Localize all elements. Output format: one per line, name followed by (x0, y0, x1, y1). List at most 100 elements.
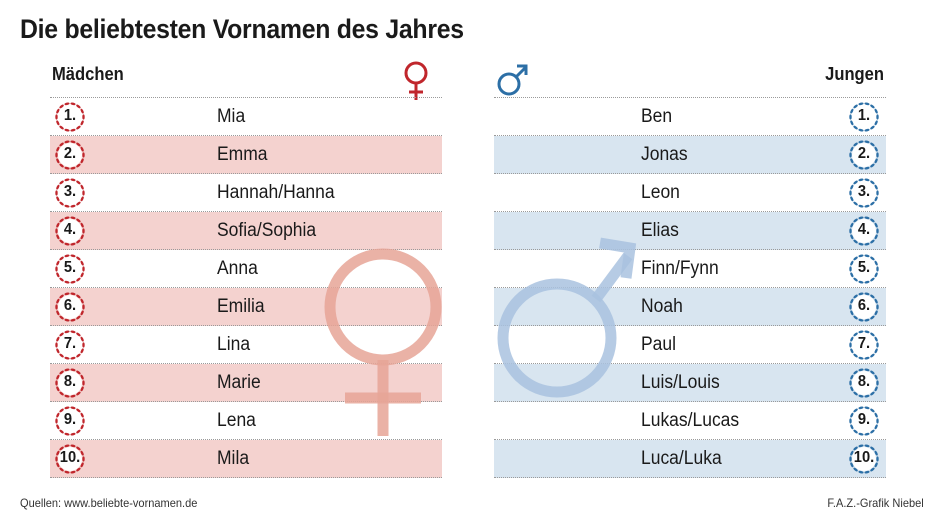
laurel-wreath-icon (849, 292, 879, 322)
table-row: 7. Lina (50, 326, 442, 364)
boy-name: Luis/Louis (641, 372, 720, 393)
laurel-wreath-icon (55, 254, 85, 284)
table-row: 2. Emma (50, 136, 442, 174)
table-row: 1. Mia (50, 98, 442, 136)
rank-label: 7. (63, 335, 77, 352)
rank-badge: 7. (847, 328, 881, 362)
rank-label: 5. (857, 259, 871, 276)
laurel-wreath-icon (55, 178, 85, 208)
table-row: 5. Anna (50, 250, 442, 288)
rank-badge: 8. (53, 366, 87, 400)
boy-name: Jonas (641, 144, 688, 165)
laurel-wreath-icon (55, 102, 85, 132)
rank-label: 3. (63, 183, 77, 200)
laurel-wreath-icon (849, 444, 879, 474)
laurel-wreath-icon (849, 254, 879, 284)
rank-label: 1. (857, 107, 871, 124)
boy-name: Lukas/Lucas (641, 410, 740, 431)
table-row: 6. Emilia (50, 288, 442, 326)
girl-name: Hannah/Hanna (217, 182, 335, 203)
laurel-wreath-icon (849, 368, 879, 398)
table-row: 4. Sofia/Sophia (50, 212, 442, 250)
rank-badge: 2. (53, 138, 87, 172)
rank-badge: 1. (53, 100, 87, 134)
rank-badge: 9. (53, 404, 87, 438)
credit-note: F.A.Z.-Grafik Niebel (827, 496, 924, 510)
boy-name: Ben (641, 106, 673, 127)
boy-name: Elias (641, 220, 679, 241)
table-row: Paul 7. (494, 326, 886, 364)
rank-badge: 3. (53, 176, 87, 210)
rank-label: 2. (63, 145, 77, 162)
rank-label: 8. (857, 373, 871, 390)
rank-badge: 10. (53, 442, 87, 476)
rank-label: 8. (63, 373, 77, 390)
page-title: Die beliebtesten Vornamen des Jahres (20, 14, 464, 44)
table-row: Luis/Louis 8. (494, 364, 886, 402)
rank-badge: 7. (53, 328, 87, 362)
rank-badge: 9. (847, 404, 881, 438)
rank-badge: 4. (53, 214, 87, 248)
laurel-wreath-icon (849, 102, 879, 132)
boy-name: Paul (641, 334, 676, 355)
source-note: Quellen: www.beliebte-vornamen.de (20, 496, 198, 510)
girl-name: Lina (217, 334, 251, 355)
boy-name: Noah (641, 296, 683, 317)
table-row: 8. Marie (50, 364, 442, 402)
rank-badge: 4. (847, 214, 881, 248)
girl-name: Marie (217, 372, 261, 393)
laurel-wreath-icon (849, 330, 879, 360)
girl-name: Mila (217, 448, 250, 469)
rank-badge: 6. (847, 290, 881, 324)
rank-label: 10. (853, 449, 875, 466)
boys-table: Ben 1. Jonas 2. Leon 3. Elias 4. Finn/Fy… (494, 97, 886, 479)
rank-label: 9. (63, 411, 77, 428)
rank-label: 10. (59, 449, 81, 466)
girl-name: Mia (217, 106, 246, 127)
girls-heading: Mädchen (52, 64, 124, 84)
table-row: 9. Lena (50, 402, 442, 440)
table-row: Jonas 2. (494, 136, 886, 174)
rank-badge: 8. (847, 366, 881, 400)
laurel-wreath-icon (55, 444, 85, 474)
laurel-wreath-icon (849, 406, 879, 436)
laurel-wreath-icon (849, 140, 879, 170)
table-row: Leon 3. (494, 174, 886, 212)
rank-badge: 1. (847, 100, 881, 134)
girls-table: 1. Mia 2. Emma 3. Hannah/Hanna 4. Sofia/… (50, 97, 442, 479)
rank-label: 2. (857, 145, 871, 162)
laurel-wreath-icon (55, 140, 85, 170)
table-row: Lukas/Lucas 9. (494, 402, 886, 440)
girl-name: Emma (217, 144, 268, 165)
boy-name: Leon (641, 182, 680, 203)
girl-name: Anna (217, 258, 258, 279)
laurel-wreath-icon (55, 406, 85, 436)
rank-badge: 3. (847, 176, 881, 210)
table-row: Ben 1. (494, 98, 886, 136)
laurel-wreath-icon (55, 368, 85, 398)
rank-label: 1. (63, 107, 77, 124)
table-row: Luca/Luka 10. (494, 440, 886, 478)
female-symbol-icon (404, 61, 428, 100)
rank-badge: 5. (847, 252, 881, 286)
rank-label: 4. (63, 221, 77, 238)
laurel-wreath-icon (55, 292, 85, 322)
girl-name: Lena (217, 410, 256, 431)
table-row: 10. Mila (50, 440, 442, 478)
table-row: Finn/Fynn 5. (494, 250, 886, 288)
laurel-wreath-icon (849, 216, 879, 246)
girl-name: Emilia (217, 296, 265, 317)
boy-name: Finn/Fynn (641, 258, 719, 279)
male-symbol-icon (497, 64, 528, 96)
rank-label: 3. (857, 183, 871, 200)
rank-badge: 10. (847, 442, 881, 476)
girl-name: Sofia/Sophia (217, 220, 317, 241)
laurel-wreath-icon (849, 178, 879, 208)
rank-label: 4. (857, 221, 871, 238)
table-row: Noah 6. (494, 288, 886, 326)
table-row: 3. Hannah/Hanna (50, 174, 442, 212)
rank-label: 5. (63, 259, 77, 276)
table-row: Elias 4. (494, 212, 886, 250)
rank-label: 6. (857, 297, 871, 314)
